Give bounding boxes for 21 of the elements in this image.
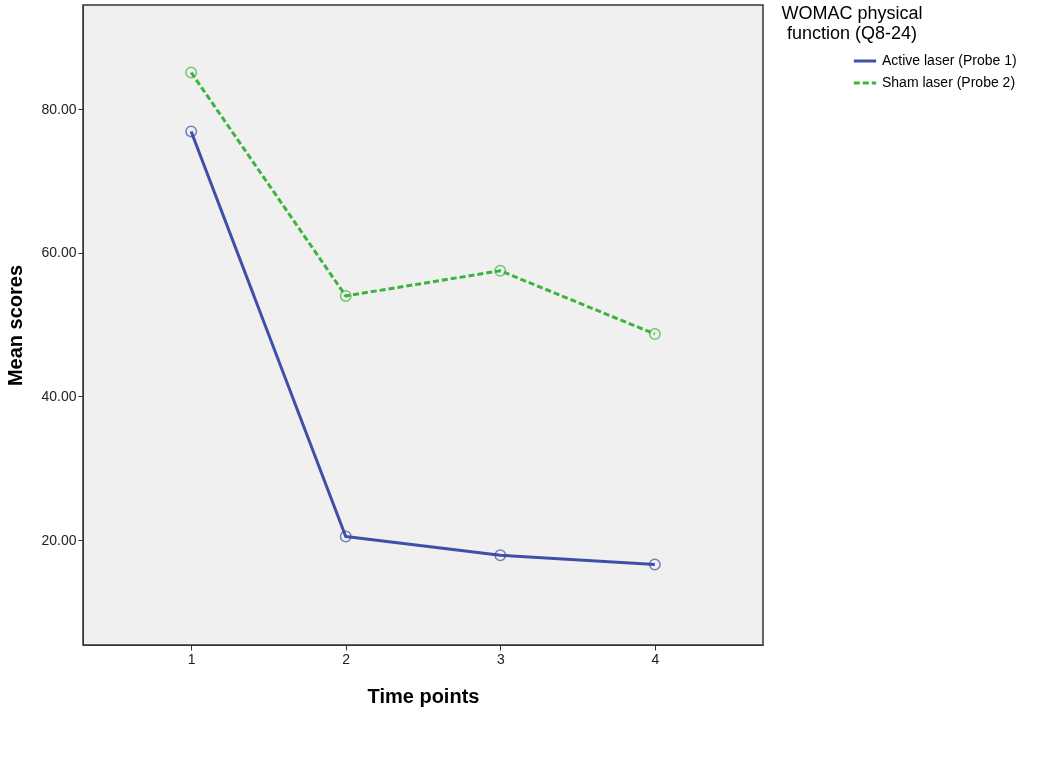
y-tick-label: 80.00 <box>41 100 77 117</box>
x-axis-title: Time points <box>367 684 480 707</box>
legend-title: WOMAC physical function (Q8-24) <box>781 3 923 43</box>
point <box>494 549 507 562</box>
legend-label: Active laser (Probe 1) <box>882 52 1017 68</box>
point <box>185 66 198 79</box>
point <box>648 558 661 571</box>
x-tick-label: 1 <box>187 650 196 667</box>
y-tick-label: 60.00 <box>41 244 77 261</box>
point <box>494 264 507 277</box>
y-tick-label: 20.00 <box>41 531 77 548</box>
point <box>648 328 661 340</box>
y-tick-label: 40.00 <box>41 387 77 404</box>
x-tick-label: 4 <box>651 650 660 667</box>
legend-label: Sham laser (Probe 2) <box>882 74 1016 90</box>
x-tick-label: 2 <box>342 650 351 667</box>
point <box>185 125 198 138</box>
y-axis-title: Mean scores <box>4 264 27 387</box>
point <box>339 289 352 302</box>
point <box>339 530 352 543</box>
x-tick-label: 3 <box>496 650 505 667</box>
